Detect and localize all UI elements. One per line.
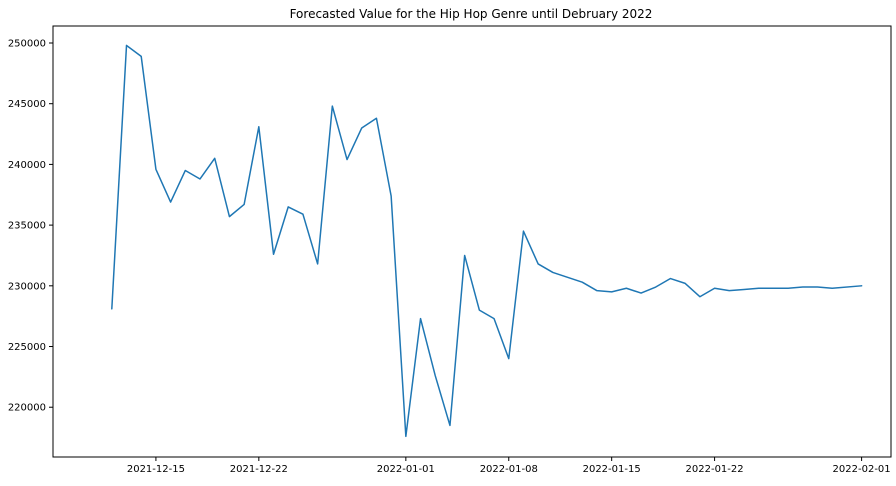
x-tick-label: 2022-02-01 xyxy=(833,464,891,475)
plot-area: 220000 225000 230000 235000 240000 245000 2500… xyxy=(8,25,892,475)
x-tick-label: 2022-01-15 xyxy=(583,464,641,475)
y-tick-label: 235000 xyxy=(8,221,46,232)
y-tick-label: 240000 xyxy=(8,160,46,171)
x-tick-label: 2021-12-22 xyxy=(230,464,288,475)
series-line xyxy=(111,44,863,438)
x-tick-label: 2022-01-01 xyxy=(377,464,435,475)
chart-title: Forecasted Value for the Hip Hop Genre u… xyxy=(290,7,653,21)
axes-frame xyxy=(52,25,892,458)
x-tick-label: 2022-01-08 xyxy=(480,464,538,475)
x-tick-label: 2022-01-22 xyxy=(686,464,744,475)
y-tick-label: 225000 xyxy=(8,342,46,353)
x-tick-label: 2021-12-15 xyxy=(127,464,185,475)
y-tick-label: 230000 xyxy=(8,281,46,292)
y-tick-label: 250000 xyxy=(8,38,46,49)
y-tick-label: 245000 xyxy=(8,99,46,110)
y-tick-label: 220000 xyxy=(8,403,46,414)
